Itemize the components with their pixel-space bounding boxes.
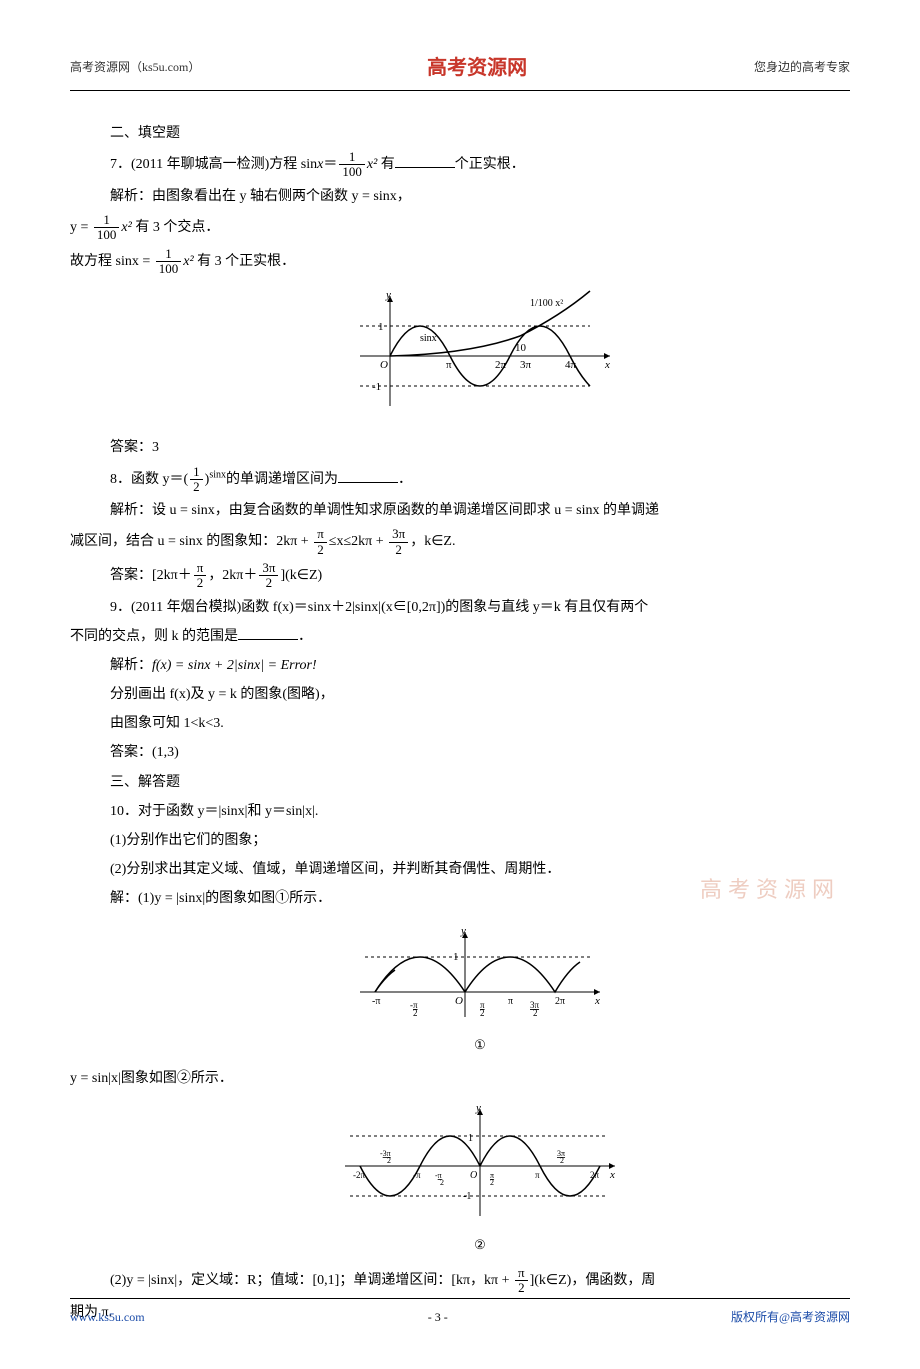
q8-analysis-1: 解析：设 u = sinx，由复合函数的单调性知求原函数的单调递增区间即求 u … [110,498,850,523]
svg-text:1/100 x²: 1/100 x² [530,298,563,309]
q7-analysis-1: 解析：由图象看出在 y 轴右侧两个函数 y = sinx， [110,184,850,209]
svg-text:4π: 4π [565,359,577,371]
svg-text:2: 2 [533,1008,538,1018]
watermark: 高考资源网 [700,870,840,910]
q10-sol-3: (2)y = |sinx|，定义域：R；值域：[0,1]；单调递增区间：[kπ，… [110,1266,850,1296]
page-footer: www.ks5u.com - 3 - 版权所有@高考资源网 [70,1298,850,1329]
q10-graph-1: y x O 1 -π -π 2 π 2 π 3π 2 2π ① [110,922,850,1057]
footer-center: - 3 - [428,1307,448,1329]
svg-text:1: 1 [453,951,459,963]
graph-1-svg: y x O 1 -1 π 2π 3π 4π 10 sinx 1/100 x² [340,286,620,416]
svg-text:2: 2 [480,1008,485,1018]
svg-text:2: 2 [387,1156,391,1165]
svg-text:O: O [470,1170,477,1181]
q9-stem-2: 不同的交点，则 k 的范围是． [70,624,850,649]
q7-stem: 7．(2011 年聊城高一检测)方程 sinx＝1100x² 有个正实根． [110,150,850,180]
footer-right: 版权所有@高考资源网 [731,1307,850,1329]
svg-text:y: y [475,1102,481,1114]
q9-stem-1: 9．(2011 年烟台模拟)函数 f(x)＝sinx＋2|sinx|(x∈[0,… [110,595,850,620]
content-body: 二、填空题 7．(2011 年聊城高一检测)方程 sinx＝1100x² 有个正… [70,121,850,1325]
q9-analysis-3: 由图象可知 1<k<3. [110,711,850,736]
q7-graph: y x O 1 -1 π 2π 3π 4π 10 sinx 1/100 x² [110,286,850,425]
svg-text:y: y [385,289,391,301]
page-header: 高考资源网（ks5u.com） 高考资源网 您身边的高考专家 [70,50,850,91]
svg-text:O: O [455,995,463,1007]
q8-stem: 8．函数 y＝(12)sinx的单调递增区间为． [110,465,850,495]
q7-analysis-2: y = 1100x² 有 3 个交点． [70,213,850,243]
svg-text:-2π: -2π [353,1170,365,1180]
svg-text:2: 2 [413,1008,418,1018]
svg-text:x: x [604,359,610,371]
svg-text:π: π [446,359,452,371]
header-right: 您身边的高考专家 [754,57,850,79]
q10-part1: (1)分别作出它们的图象； [110,828,850,853]
svg-text:x: x [594,995,600,1007]
svg-text:10: 10 [515,342,527,354]
svg-text:-π: -π [413,1170,421,1180]
q7-answer: 答案：3 [110,435,850,460]
svg-text:1: 1 [378,321,384,333]
svg-text:O: O [380,359,388,371]
svg-text:π: π [535,1170,540,1180]
q8-blank [338,469,398,483]
q9-analysis-2: 分别画出 f(x)及 y = k 的图象(图略)， [110,682,850,707]
svg-text:y: y [460,925,466,937]
q7-blank [395,154,455,168]
svg-text:2: 2 [490,1178,494,1187]
svg-text:-1: -1 [372,381,381,393]
svg-text:2π: 2π [495,359,507,371]
q9-answer: 答案：(1,3) [110,740,850,765]
svg-text:x: x [609,1169,615,1181]
q7-analysis-3: 故方程 sinx = 1100x² 有 3 个正实根． [70,247,850,277]
q8-answer: 答案：[2kπ＋π2，2kπ＋3π2](k∈Z) [110,561,850,591]
q10-stem: 10．对于函数 y＝|sinx|和 y＝sin|x|. [110,799,850,824]
svg-text:1: 1 [468,1133,473,1144]
section-2-title: 二、填空题 [110,121,850,146]
header-center: 高考资源网 [427,50,527,86]
svg-text:-π: -π [372,996,380,1007]
graph-2-label: ② [110,1233,850,1256]
q9-blank [238,626,298,640]
svg-text:3π: 3π [520,359,532,371]
svg-text:2π: 2π [590,1170,600,1180]
footer-left: www.ks5u.com [70,1307,145,1329]
q10-sol-2: y = sin|x|图象如图②所示． [70,1066,850,1091]
q8-analysis-2: 减区间，结合 u = sinx 的图象知：2kπ + π2≤x≤2kπ + 3π… [70,527,850,557]
svg-text:sinx: sinx [420,333,437,344]
q10-graph-2: y x O 1 -1 -2π -3π 2 -π -π 2 π 2 π 3π 2 … [110,1101,850,1256]
svg-text:-1: -1 [463,1191,471,1202]
svg-text:2: 2 [560,1156,564,1165]
svg-text:2: 2 [440,1178,444,1187]
svg-text:π: π [508,996,513,1007]
svg-text:2π: 2π [555,996,565,1007]
graph-1-label: ① [110,1033,850,1056]
header-left: 高考资源网（ks5u.com） [70,57,200,79]
graph-3-svg: y x O 1 -1 -2π -3π 2 -π -π 2 π 2 π 3π 2 … [335,1101,625,1221]
graph-2-svg: y x O 1 -π -π 2 π 2 π 3π 2 2π [350,922,610,1022]
section-3-title: 三、解答题 [110,770,850,795]
q9-analysis-1: 解析：f(x) = sinx + 2|sinx| = Error! [110,653,850,678]
